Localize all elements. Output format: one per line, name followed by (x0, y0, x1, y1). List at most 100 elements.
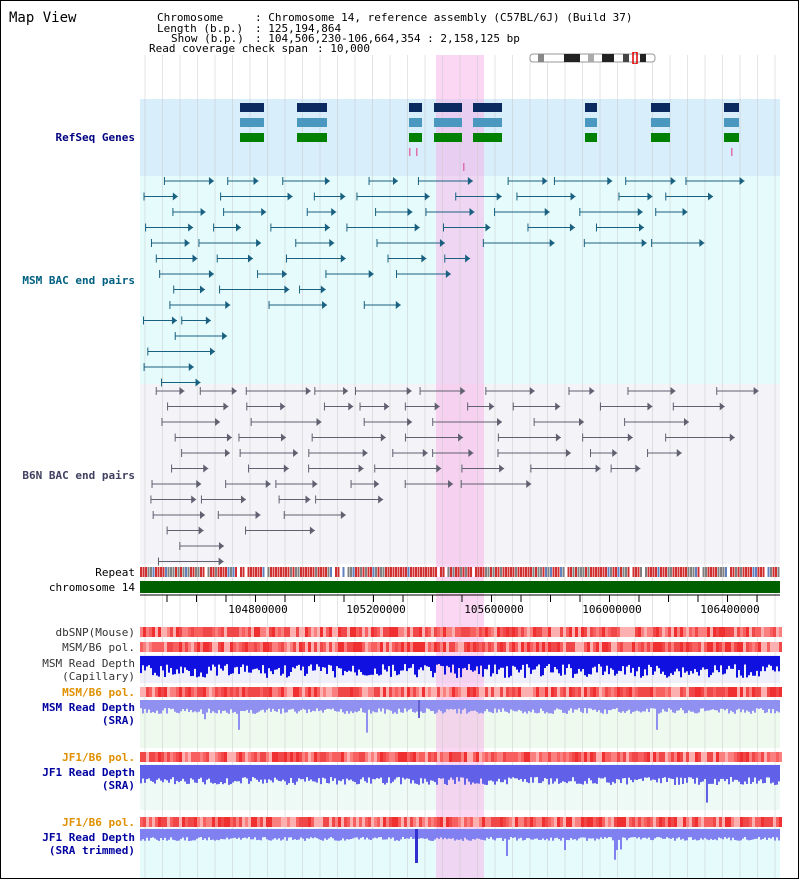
msm-depth-cap-bar (704, 656, 706, 670)
msm-bac-pair-end (205, 316, 211, 325)
jf1-depth-sra-bar (508, 765, 510, 778)
jf1-b6-pol2-density (770, 817, 773, 827)
msm-depth-cap-bar (634, 656, 636, 677)
msm-depth-cap-bar (508, 656, 510, 678)
repeat-block (667, 567, 670, 577)
jf1-depth-trim-bar (484, 829, 486, 841)
msm-depth-cap-bar (246, 656, 248, 666)
msm-b6-pol-density (611, 642, 614, 652)
msm-depth-sra-bar (340, 700, 342, 710)
jf1-depth-sra-bar (628, 765, 630, 778)
repeat-block (600, 567, 602, 577)
jf1-depth-trim-bar (308, 829, 310, 839)
msm-b6-pol2-density (266, 687, 269, 697)
b6n-bac-pair-end (223, 402, 229, 411)
msm-b6-pol2-density (566, 687, 569, 697)
jf1-depth-sra-bar (568, 765, 570, 782)
jf1-depth-trim-bar (614, 829, 616, 860)
jf1-depth-sra-bar (364, 765, 366, 782)
jf1-b6-pol-density (476, 752, 479, 762)
msm-bac-pair-end (324, 223, 330, 232)
repeat-block (365, 567, 367, 577)
jf1-depth-sra-bar (710, 765, 712, 784)
jf1-depth-sra-bar (218, 765, 220, 784)
repeat-block (770, 567, 772, 577)
jf1-b6-pol-density (317, 752, 320, 762)
msm-depth-cap-bar (550, 656, 552, 673)
jf1-depth-sra-bar (772, 765, 774, 783)
msm-depth-sra-bar (390, 700, 392, 711)
jf1-depth-sra-bar (570, 765, 572, 782)
dbsnp-density (230, 627, 233, 637)
msm-depth-sra-bar (670, 700, 672, 710)
repeat-block (305, 567, 307, 577)
dbsnp-density (278, 627, 281, 637)
msm-b6-pol-density (767, 642, 770, 652)
jf1-b6-pol2-density (203, 817, 206, 827)
msm-b6-pol-label: MSM/B6 pol. (62, 641, 135, 654)
msm-depth-sra-bar (356, 700, 358, 713)
dbsnp-density (638, 627, 641, 637)
jf1-b6-pol-density (446, 752, 449, 762)
msm-b6-pol2-density (143, 687, 146, 697)
msm-depth-cap-bar (664, 656, 666, 675)
msm-depth-cap-bar (446, 656, 448, 666)
jf1-depth-sra-bar (390, 765, 392, 784)
msm-depth-sra-bar (440, 700, 442, 712)
msm-b6-pol-density (434, 642, 437, 652)
msm-depth-cap-bar (414, 656, 416, 675)
msm-depth-sra-bar (268, 700, 270, 709)
jf1-b6-pol-density (335, 752, 338, 762)
msm-depth-sra-bar (228, 700, 230, 714)
jf1-b6-pol2-density (674, 817, 677, 827)
repeat-block (620, 567, 622, 577)
jf1-depth-trim-bar (306, 829, 308, 839)
jf1-depth-sra-bar (396, 765, 398, 778)
jf1-depth-sra-bar (262, 765, 264, 784)
jf1-depth-trim-bar (498, 829, 500, 838)
jf1-depth-trim-bar (334, 829, 336, 841)
msm-b6-pol-density (731, 642, 734, 652)
msm-depth-cap-bar (216, 656, 218, 676)
jf1-depth-trim-bar (606, 829, 608, 839)
msm-bac-pair-end (445, 270, 451, 278)
b6n-bac-pair-end (293, 449, 299, 457)
refseq-gene (724, 118, 739, 127)
jf1-b6-pol2-density (506, 817, 509, 827)
msm-bac-pair-end (172, 192, 178, 201)
page-title: Map View (9, 10, 77, 26)
msm-depth-sra-bar (532, 700, 534, 710)
jf1-b6-pol-density (158, 752, 161, 762)
msm-depth-sra-bar (382, 700, 384, 709)
jf1-b6-pol-density (155, 752, 158, 762)
dbsnp-density (350, 627, 353, 637)
jf1-depth-sra-bar (236, 765, 238, 782)
repeat-block (150, 567, 152, 577)
msm-depth-sra-bar (668, 700, 670, 709)
dbsnp-density (752, 627, 755, 637)
b6n-bac-pair-end (612, 449, 618, 457)
jf1-b6-pol2-density (722, 817, 725, 827)
repeat-block (295, 567, 297, 577)
jf1-b6-pol-density (746, 752, 749, 762)
jf1-b6-pol-density (260, 752, 263, 762)
msm-b6-pol-density (431, 642, 434, 652)
msm-b6-pol-density (521, 642, 524, 652)
jf1-depth-sra-bar (450, 765, 452, 778)
jf1-depth-trim-bar (212, 829, 214, 840)
msm-b6-pol2-density (365, 687, 368, 697)
jf1-depth-sra-bar (668, 765, 670, 778)
repeat-block (205, 567, 207, 577)
jf1-depth-sra-bar (210, 765, 212, 783)
msm-b6-pol-density (773, 642, 776, 652)
jf1-b6-pol-density (263, 752, 266, 762)
msm-b6-pol-density (257, 642, 260, 652)
jf1-b6-pol2-density (650, 817, 653, 827)
msm-depth-sra-bar (260, 700, 262, 711)
msm-depth-sra-bar (680, 700, 682, 709)
repeat-block (420, 567, 422, 577)
chromosome-ideogram[interactable] (528, 52, 658, 64)
b6n-bac-pair-end (529, 387, 535, 395)
dbsnp-density (767, 627, 770, 637)
